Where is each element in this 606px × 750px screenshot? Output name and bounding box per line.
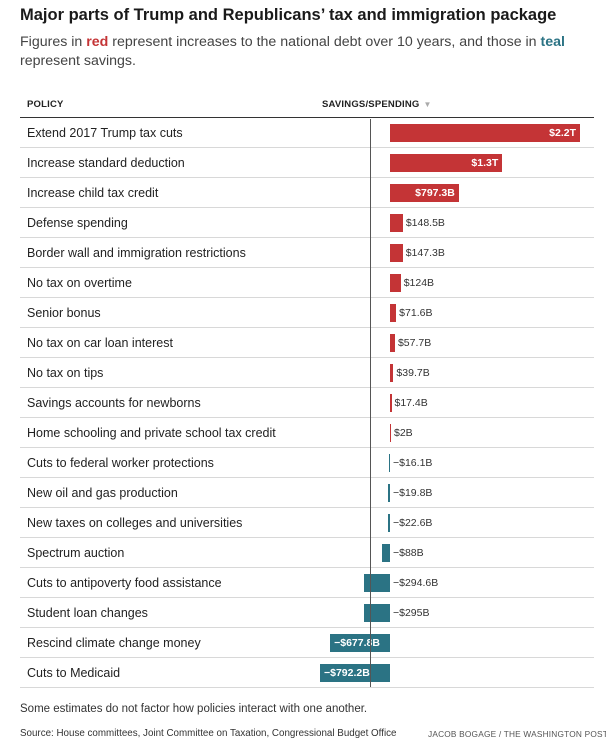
bar	[390, 154, 503, 172]
bar	[390, 364, 394, 382]
bar	[388, 514, 390, 532]
table-row: Savings accounts for newborns $17.4B	[20, 388, 594, 418]
table-row: Increase child tax credit $797.3B	[20, 178, 594, 208]
value-label: −$19.8B	[393, 487, 433, 499]
table-row: Senior bonus $71.6B	[20, 298, 594, 328]
chart-title: Major parts of Trump and Republicans’ ta…	[20, 6, 557, 24]
policy-label: Border wall and immigration restrictions	[27, 246, 246, 260]
header-divider	[20, 117, 594, 118]
sort-down-icon[interactable]: ▼	[423, 100, 432, 109]
table-row: Increase standard deduction $1.3T	[20, 148, 594, 178]
policy-label: Rescind climate change money	[27, 636, 201, 650]
bar	[390, 334, 395, 352]
zero-axis-line	[370, 119, 371, 687]
table-row: No tax on car loan interest $57.7B	[20, 328, 594, 358]
value-label: $71.6B	[399, 307, 433, 319]
subtitle-text-3: represent savings.	[20, 53, 136, 69]
table-row: Border wall and immigration restrictions…	[20, 238, 594, 268]
policy-label: No tax on tips	[27, 366, 104, 380]
value-label: −$88B	[393, 547, 424, 559]
policy-label: Defense spending	[27, 216, 128, 230]
policy-label: Increase child tax credit	[27, 186, 159, 200]
value-label: −$22.6B	[393, 517, 433, 529]
policy-label: Spectrum auction	[27, 546, 125, 560]
column-header-savings-label: SAVINGS/SPENDING	[322, 99, 420, 110]
value-label: $1.3T	[471, 157, 499, 169]
source-line: Source: House committees, Joint Committe…	[20, 728, 397, 739]
policy-label: Student loan changes	[27, 606, 148, 620]
policy-label: Cuts to federal worker protections	[27, 456, 214, 470]
bar	[388, 484, 390, 502]
value-label: $39.7B	[396, 367, 430, 379]
table-row: Home schooling and private school tax cr…	[20, 418, 594, 448]
bar	[390, 214, 403, 232]
value-label: $124B	[403, 277, 435, 289]
bar	[388, 454, 390, 472]
policy-label: Increase standard deduction	[27, 156, 185, 170]
policy-label: Savings accounts for newborns	[27, 396, 201, 410]
policy-label: Extend 2017 Trump tax cuts	[27, 126, 183, 140]
policy-table: Extend 2017 Trump tax cuts $2.2T Increase …	[20, 118, 594, 688]
table-row: Rescind climate change money −$677.8B	[20, 628, 594, 658]
bar	[382, 544, 390, 562]
table-row: Cuts to antipoverty food assistance −$294…	[20, 568, 594, 598]
bar	[390, 124, 580, 142]
column-header-policy: POLICY	[27, 99, 64, 110]
value-label: $147.3B	[405, 247, 445, 259]
policy-label: No tax on overtime	[27, 276, 132, 290]
table-row: No tax on overtime $124B	[20, 268, 594, 298]
value-label: −$16.1B	[393, 457, 433, 469]
bar	[390, 244, 403, 262]
footnote: Some estimates do not factor how policie…	[20, 703, 368, 715]
credit-line: JACOB BOGAGE / THE WASHINGTON POST	[428, 729, 606, 739]
policy-label: Cuts to Medicaid	[27, 666, 121, 680]
bar	[363, 604, 390, 622]
subtitle-red-word: red	[86, 34, 109, 50]
bar	[390, 274, 401, 292]
table-row: New taxes on colleges and universities −$…	[20, 508, 594, 538]
policy-label: Senior bonus	[27, 306, 101, 320]
subtitle-text-2: represent increases to the national debt…	[108, 34, 541, 50]
bar	[363, 574, 390, 592]
bar	[320, 664, 390, 682]
table-row: Cuts to Medicaid −$792.2B	[20, 658, 594, 688]
table-row: Extend 2017 Trump tax cuts $2.2T	[20, 118, 594, 148]
policy-label: Home schooling and private school tax cr…	[27, 426, 276, 440]
column-header-savings[interactable]: SAVINGS/SPENDING ▼	[322, 99, 432, 110]
value-label: $797.3B	[415, 187, 455, 199]
subtitle-teal-word: teal	[540, 34, 565, 50]
policy-label: New oil and gas production	[27, 486, 178, 500]
value-label: $17.4B	[394, 397, 428, 409]
value-label: $2.2T	[549, 127, 576, 139]
policy-label: No tax on car loan interest	[27, 336, 173, 350]
value-label: $148.5B	[405, 217, 445, 229]
value-label: $57.7B	[397, 337, 432, 349]
table-row: New oil and gas production −$19.8B	[20, 478, 594, 508]
value-label: $2B	[394, 427, 413, 439]
bar	[390, 394, 392, 412]
bar	[330, 634, 390, 652]
value-label: −$294.6B	[393, 577, 439, 589]
chart-subtitle: Figures in red represent increases to th…	[20, 33, 600, 71]
value-label: −$677.8B	[334, 637, 380, 649]
table-row: Cuts to federal worker protections −$16.1…	[20, 448, 594, 478]
bar	[390, 424, 391, 442]
table-row: Defense spending $148.5B	[20, 208, 594, 238]
policy-label: New taxes on colleges and universities	[27, 516, 243, 530]
table-row: No tax on tips $39.7B	[20, 358, 594, 388]
subtitle-text-1: Figures in	[20, 34, 87, 50]
bar	[390, 304, 397, 322]
value-label: −$792.2B	[324, 667, 370, 679]
table-row: Student loan changes −$295B	[20, 598, 594, 628]
bar	[390, 184, 459, 202]
value-label: −$295B	[393, 607, 430, 619]
policy-label: Cuts to antipoverty food assistance	[27, 576, 222, 590]
table-row: Spectrum auction −$88B	[20, 538, 594, 568]
